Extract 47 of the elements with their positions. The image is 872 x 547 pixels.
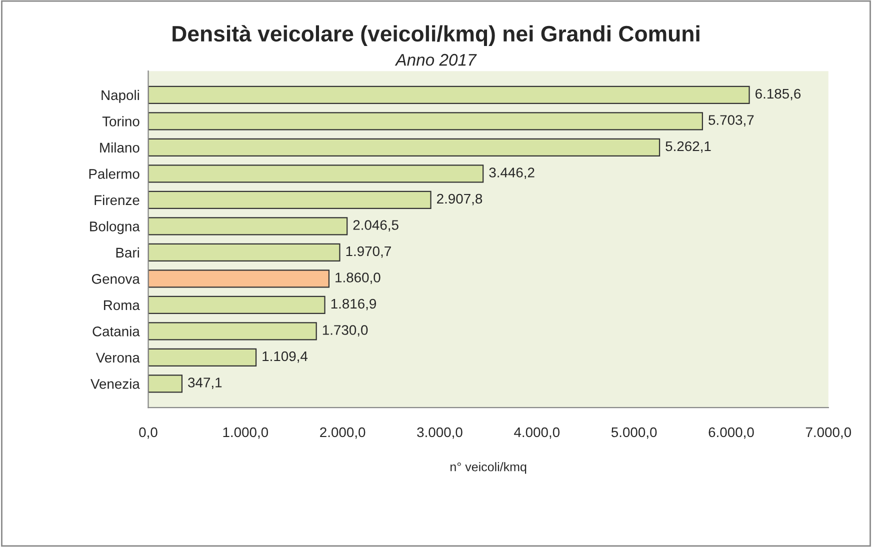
- y-tick-label: Milano: [100, 142, 140, 153]
- x-tick-label: 0,0: [139, 427, 158, 439]
- data-label: 5.262,1: [666, 141, 711, 153]
- data-label: 1.970,7: [346, 246, 391, 258]
- x-tick-label: 7.000,0: [806, 427, 852, 439]
- bar: [148, 374, 183, 393]
- bar: [148, 112, 703, 130]
- y-tick-label: Verona: [96, 352, 140, 363]
- y-tick-label: Genova: [92, 274, 140, 284]
- bar: [148, 190, 432, 210]
- x-tick-label: 6.000,0: [708, 427, 754, 439]
- bar: [148, 217, 348, 236]
- x-tick-label: 5.000,0: [611, 427, 657, 439]
- bar: [148, 348, 257, 367]
- data-label: 1.816,9: [331, 298, 376, 310]
- x-tick-label: 3.000,0: [417, 427, 462, 439]
- chart-title: Densità veicolare (veicoli/kmq) nei Grandi Comuni: [172, 25, 700, 46]
- y-tick-label: Bologna: [90, 221, 140, 234]
- data-label: 6.185,6: [756, 88, 801, 100]
- bar: [148, 322, 317, 340]
- data-label: 1.860,0: [336, 272, 380, 284]
- bar: [148, 86, 750, 104]
- y-tick-label: Bari: [116, 247, 139, 258]
- x-tick-label: 1.000,0: [223, 427, 268, 439]
- bar: [148, 164, 484, 183]
- data-label: 3.446,2: [489, 168, 534, 180]
- y-tick-label: Napoli: [102, 90, 139, 103]
- x-tick-label: 2.000,0: [320, 427, 366, 439]
- y-tick-label: Torino: [102, 116, 140, 126]
- chart-subtitle: Anno 2017: [394, 54, 477, 66]
- y-tick-label: Roma: [104, 300, 140, 310]
- x-tick-label: 4.000,0: [514, 427, 560, 439]
- data-label: 2.046,5: [353, 220, 398, 232]
- y-tick-label: Venezia: [90, 378, 140, 389]
- x-axis-title: n° veicoli/kmq: [450, 462, 526, 474]
- data-label: 347,1: [188, 378, 222, 390]
- bar: [148, 243, 340, 262]
- data-label: 5.703,7: [708, 115, 754, 127]
- bar: [148, 270, 330, 288]
- data-label: 2.907,8: [437, 194, 482, 206]
- bar: [148, 138, 660, 157]
- y-tick-label: Palermo: [89, 168, 140, 179]
- data-label: 1.109,4: [262, 351, 308, 363]
- data-label: 1.730,0: [322, 325, 368, 337]
- bar: [148, 296, 326, 314]
- y-tick-label: Catania: [92, 326, 140, 336]
- y-tick-label: Firenze: [94, 194, 140, 206]
